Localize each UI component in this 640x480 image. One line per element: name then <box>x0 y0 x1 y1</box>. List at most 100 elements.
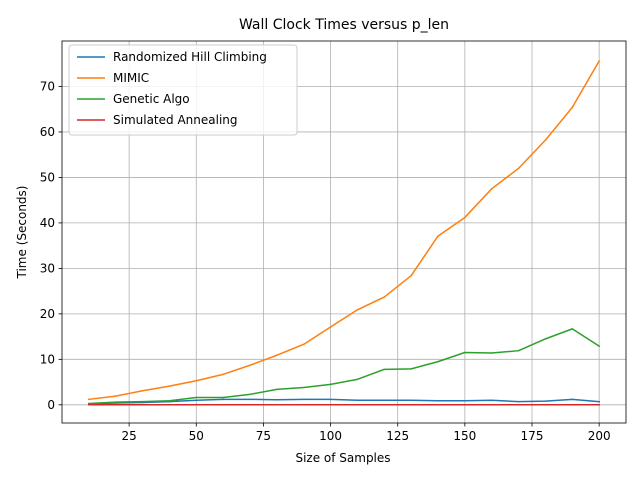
data-point <box>114 395 117 397</box>
data-point <box>329 383 332 386</box>
data-point <box>249 364 251 366</box>
data-point <box>383 296 386 298</box>
data-point <box>598 404 600 406</box>
y-tick-label: 50 <box>40 170 55 184</box>
data-point <box>329 326 332 328</box>
data-point <box>114 404 117 406</box>
legend-label: Randomized Hill Climbing <box>113 50 267 64</box>
data-point <box>168 399 171 402</box>
x-axis-ticks: 25 50 75 100 125 150 175 200 <box>122 423 611 443</box>
series-0 <box>88 398 600 405</box>
plot-frame <box>61 40 627 424</box>
data-point <box>383 399 386 402</box>
data-point <box>356 378 359 381</box>
data-point <box>356 404 359 406</box>
data-point <box>276 388 278 391</box>
series-line <box>88 59 601 401</box>
y-axis-label: Time (Seconds) <box>15 186 29 280</box>
data-point <box>302 343 305 346</box>
data-point <box>249 398 251 401</box>
data-point <box>195 396 198 399</box>
data-point <box>88 398 90 401</box>
data-point <box>464 351 466 354</box>
data-point <box>249 393 251 396</box>
x-tick-label: 100 <box>319 429 342 443</box>
legend-label: Simulated Annealing <box>113 113 238 127</box>
data-point <box>517 404 520 406</box>
data-point <box>276 399 278 401</box>
data-point <box>168 404 171 406</box>
y-tick-label: 10 <box>40 352 55 366</box>
data-point <box>490 188 493 190</box>
data-point <box>544 404 547 406</box>
data-point <box>437 404 439 406</box>
data-point <box>544 139 547 141</box>
data-point <box>302 404 305 406</box>
data-point <box>383 404 386 406</box>
legend-label: MIMIC <box>113 71 149 85</box>
data-point <box>329 398 332 401</box>
data-point <box>410 404 412 406</box>
y-tick-label: 30 <box>40 261 55 275</box>
y-tick-label: 0 <box>47 398 55 412</box>
data-point <box>571 398 574 401</box>
data-point <box>356 309 359 311</box>
data-point <box>168 385 171 387</box>
data-point <box>249 404 251 406</box>
data-point <box>329 404 332 406</box>
data-point <box>544 400 547 402</box>
y-axis-ticks: 0 10 20 30 40 50 60 70 <box>40 79 62 412</box>
chart-title: Wall Clock Times versus p_len <box>239 17 449 33</box>
x-tick-label: 150 <box>453 429 476 443</box>
series-1 <box>88 59 601 401</box>
data-point <box>571 404 574 406</box>
x-tick-label: 25 <box>122 429 137 443</box>
data-point <box>195 379 198 382</box>
series-2 <box>88 328 601 405</box>
data-point <box>222 396 224 399</box>
data-point <box>383 368 386 371</box>
x-tick-label: 200 <box>588 429 611 443</box>
data-point <box>222 398 224 401</box>
data-point <box>276 354 278 356</box>
data-point <box>490 352 493 354</box>
data-point <box>598 400 600 403</box>
data-point <box>141 389 144 392</box>
data-point <box>598 60 600 62</box>
y-tick-label: 40 <box>40 216 55 230</box>
data-point <box>88 402 90 405</box>
data-point <box>410 368 412 370</box>
data-point <box>356 399 359 402</box>
data-point <box>222 404 224 406</box>
data-point <box>276 404 278 406</box>
x-tick-label: 75 <box>256 429 271 443</box>
x-tick-label: 50 <box>189 429 204 443</box>
data-point <box>517 167 520 170</box>
data-point <box>141 400 144 403</box>
data-point <box>195 399 198 402</box>
legend-box <box>68 44 298 136</box>
y-tick-label: 70 <box>40 79 55 93</box>
y-tick-label: 20 <box>40 307 55 321</box>
data-point <box>571 106 574 109</box>
data-point <box>222 373 224 376</box>
plot-series <box>88 59 601 406</box>
data-point <box>88 404 90 406</box>
x-tick-label: 175 <box>521 429 544 443</box>
legend: Randomized Hill Climbing MIMIC Genetic Alg… <box>68 44 298 136</box>
data-point <box>114 401 117 403</box>
data-point <box>464 216 466 219</box>
y-tick-label: 60 <box>40 125 55 139</box>
data-point <box>517 349 520 352</box>
data-point <box>571 328 574 330</box>
data-point <box>490 399 493 402</box>
data-point <box>410 399 412 402</box>
data-point <box>410 274 412 277</box>
data-point <box>302 386 305 389</box>
data-point <box>544 338 547 340</box>
data-point <box>490 404 493 406</box>
series-line <box>88 398 600 405</box>
data-point <box>517 400 520 403</box>
data-point <box>598 345 600 347</box>
